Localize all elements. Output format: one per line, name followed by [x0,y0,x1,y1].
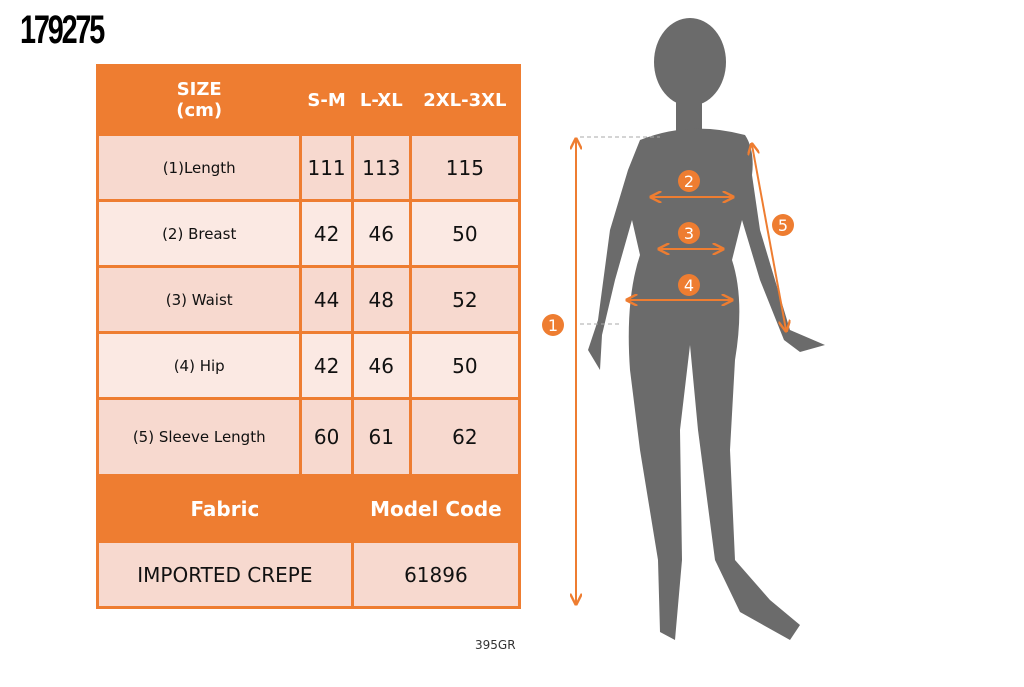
table-cell: 44 [299,265,354,334]
svg-text:1: 1 [548,316,558,335]
table-cell: 113 [350,133,412,202]
column-header: S-M [299,64,354,136]
marker-2: 2 [678,170,700,192]
table-row: (5) Sleeve Length 60 61 62 [95,397,522,477]
row-label: (5) Sleeve Length [95,397,303,477]
table-cell: 52 [408,265,522,334]
table-cell: 50 [408,199,522,268]
model-code-label: Model Code [350,474,522,543]
size-header-text: SIZE [176,79,222,100]
table-cell: 62 [408,397,522,477]
svg-text:5: 5 [778,216,788,235]
table-header-row: SIZE (cm) S-M L-XL 2XL-3XL [95,64,522,136]
row-label: (3) Waist [95,265,303,334]
table-row: (4) Hip 42 46 50 [95,331,522,400]
sleeve-arrow [752,145,786,330]
table-row: (3) Waist 44 48 52 [95,265,522,334]
product-code: 179275 [20,8,105,52]
table-cell: 48 [350,265,412,334]
model-code-value: 61896 [350,540,522,609]
marker-3: 3 [678,222,700,244]
silhouette [588,18,825,641]
table-row: (1)Length 111 113 115 [95,133,522,202]
table-cell: 46 [350,199,412,268]
svg-text:2: 2 [684,172,694,191]
marker-1: 1 [542,314,564,336]
table-cell: 42 [299,199,354,268]
fabric-value: IMPORTED CREPE [96,540,354,609]
table-row: (2) Breast 42 46 50 [95,199,522,268]
fabric-header-row: Fabric Model Code [96,474,522,543]
row-label: (2) Breast [95,199,303,268]
marker-5: 5 [772,214,794,236]
table-cell: 60 [299,397,354,477]
size-chart-table: SIZE (cm) S-M L-XL 2XL-3XL (1)Length 111 … [95,64,522,609]
table-cell: 50 [408,331,522,400]
table-cell: 115 [408,133,522,202]
column-header: 2XL-3XL [408,64,522,136]
column-header: L-XL [350,64,412,136]
fabric-label: Fabric [96,474,354,543]
row-label: (1)Length [95,133,303,202]
row-label: (4) Hip [95,331,303,400]
table-cell: 111 [299,133,354,202]
table-cell: 46 [350,331,412,400]
svg-text:3: 3 [684,224,694,243]
table-cell: 61 [350,397,412,477]
unit-header-text: (cm) [176,100,223,121]
marker-4: 4 [678,274,700,296]
size-unit-header: SIZE (cm) [95,64,303,136]
fabric-value-row: IMPORTED CREPE 61896 [96,540,522,609]
reference-code: 395GR [475,638,516,652]
body-measurement-figure: 1 2 3 4 5 [542,18,825,641]
table-cell: 42 [299,331,354,400]
svg-text:4: 4 [684,276,694,295]
